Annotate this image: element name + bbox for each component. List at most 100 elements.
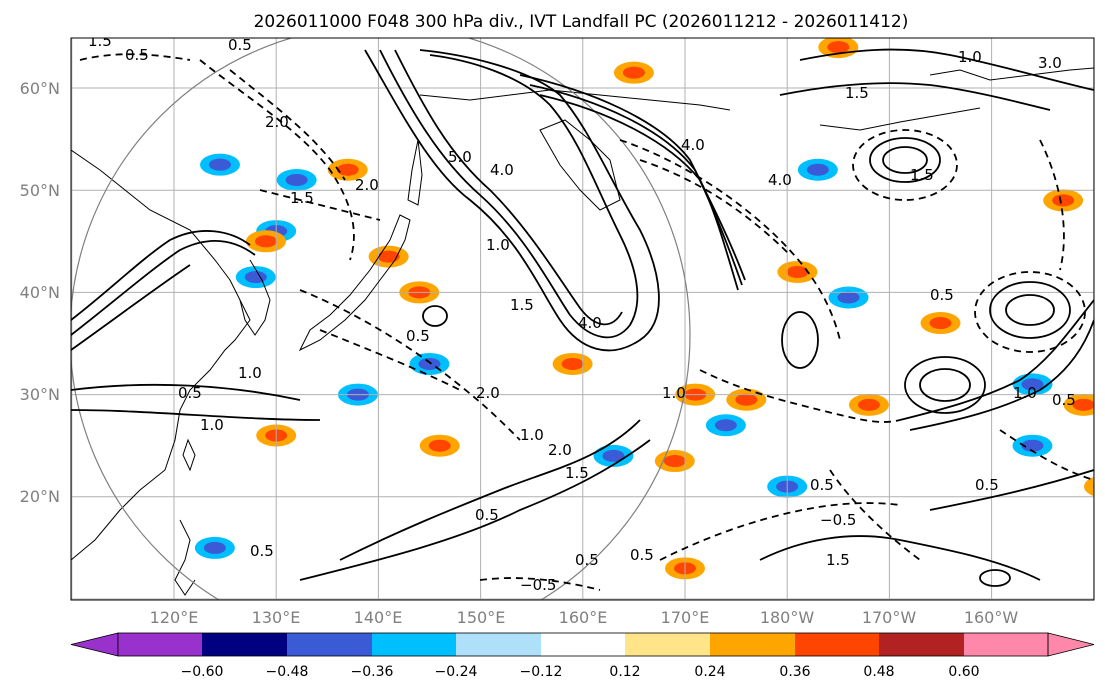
contour-label: 0.5 [810,476,834,494]
contour-label: 1.0 [238,364,262,382]
contour-label: 0.5 [975,476,999,494]
colorbar-segment [287,633,372,656]
colorbar-extend-max [1047,632,1095,657]
colorbar: −0.60 −0.48 −0.36 −0.24 −0.12 0.12 0.24 … [70,632,1095,680]
divergence-patch-core [735,393,758,406]
contour-label: 4.0 [681,136,705,154]
colorbar-outline [117,632,1049,657]
ivt-contours [71,48,1094,587]
dashed-contour [639,159,791,256]
colorbar-tick: 0.12 [609,664,640,680]
dashed-contour [619,139,841,341]
contour-label: 1.0 [486,236,510,254]
divergence-patch-core [786,265,809,278]
lon-label: 180°W [760,608,815,627]
ivt-contour [394,49,623,326]
figure-title: 2026011000 F048 300 hPa div., IVT Landfa… [254,12,909,32]
ivt-contour [71,264,191,351]
colorbar-segments [70,632,1095,657]
colorbar-tick: −0.12 [520,664,563,680]
contour-label: 1.5 [510,296,534,314]
convergence-patch-core [418,357,441,370]
contour-labels: 1.5 0.5 0.5 2.0 2.0 5.0 4.0 1.5 4.0 1.0 … [88,32,1076,594]
dashed-contour [1039,139,1065,271]
dashed-contour [229,69,346,181]
latitude-labels: 60°N 50°N 40°N 30°N 20°N [20,79,60,506]
dashed-contour [199,59,355,261]
contour-label: 1.5 [826,551,850,569]
lon-label: 130°E [252,608,301,627]
longitude-labels: 120°E 130°E 140°E 150°E 160°E 170°E 180°… [150,608,1019,627]
contour-label: 1.0 [662,384,686,402]
colorbar-segment [625,633,710,656]
coastline-siberia [419,89,731,111]
lon-label: 120°E [150,608,199,627]
contour-label: 0.5 [1052,391,1076,409]
contour-label: 1.0 [200,416,224,434]
dashed-contour [699,369,901,423]
colorbar-tick: 0.60 [948,664,979,680]
contour-label: 0.5 [228,36,252,54]
lon-label: 170°W [862,608,917,627]
contour-label: 3.0 [1038,54,1062,72]
coastline-korea [239,259,271,336]
coastline-asia [71,149,251,561]
divergence-patch-core [561,357,584,370]
colorbar-tick: −0.36 [351,664,394,680]
coastline-japan [298,214,411,352]
ivt-contour [529,84,743,286]
ivt-contour [1005,294,1055,326]
divergence-patch-core [1052,194,1075,207]
contour-label: 4.0 [768,171,792,189]
contour-label: 1.0 [1013,384,1037,402]
ivt-contour [299,439,651,581]
contour-label: 2.0 [265,113,289,131]
contour-label: 1.5 [910,166,934,184]
colorbar-tick: −0.60 [181,664,224,680]
contour-label: 2.0 [476,384,500,402]
ivt-contour [929,469,1094,511]
lat-label: 60°N [20,79,60,98]
convergence-patch-core [1021,378,1044,391]
convergence-patch-core [285,173,308,186]
divergence-patch-core [663,455,686,468]
ivt-contour [759,535,1041,581]
dashed-contour [999,429,1094,481]
colorbar-segment [372,633,456,656]
contour-label: 1.5 [290,189,314,207]
divergence-patch-core [1072,398,1094,411]
contour-label: 1.0 [520,426,544,444]
colorbar-tick: −0.24 [435,664,478,680]
contour-label: 5.0 [448,148,472,166]
convergence-patch-core [837,291,860,304]
contour-label: 0.5 [930,286,954,304]
divergence-patch-core [254,235,277,248]
dashed-contour [974,271,1086,353]
convergence-patch-core [244,271,267,284]
colorbar-tick-labels: −0.60 −0.48 −0.36 −0.24 −0.12 0.12 0.24 … [181,664,980,680]
colorbar-segment [456,633,541,656]
colorbar-tick: 0.24 [694,664,725,680]
map-panel: 1.5 0.5 0.5 2.0 2.0 5.0 4.0 1.5 4.0 1.0 … [70,32,1095,601]
contour-label: 0.5 [178,384,202,402]
coastlines [71,67,1094,596]
dashed-contour [299,289,521,441]
dashed-contour [852,129,958,201]
divergence-patch-core [377,250,400,263]
colorbar-extend-min [70,632,119,657]
dashed-contour [659,502,901,561]
colorbar-segment [879,633,964,656]
colorbar-tick: 0.48 [863,664,894,680]
coastline-taiwan [182,438,196,472]
divergence-patch-core [857,398,880,411]
colorbar-segment [541,633,625,656]
ivt-contour [904,356,986,414]
dashed-contour [259,189,381,221]
colorbar-segment [710,633,795,656]
contour-label: 1.5 [88,32,112,50]
contour-label: −0.5 [820,511,856,529]
ivt-contour [379,49,639,339]
ivt-contour [519,74,746,281]
convergence-patch-core [208,158,231,171]
